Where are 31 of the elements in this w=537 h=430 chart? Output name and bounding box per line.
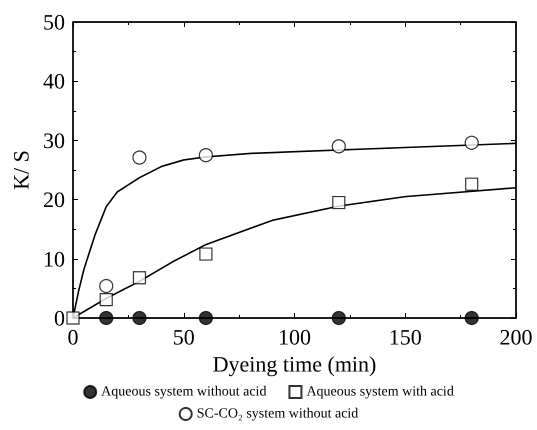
y-tick-label: 0	[54, 306, 65, 330]
legend-label: Aqueous system with acid	[306, 384, 454, 400]
point	[332, 196, 346, 210]
point	[332, 310, 346, 326]
y-tick-label: 40	[43, 68, 65, 94]
y-tick-label: 20	[43, 187, 65, 212]
point	[198, 148, 213, 162]
point	[198, 310, 213, 326]
point	[132, 271, 146, 284]
x-tick-label: 150	[388, 324, 422, 350]
legend-label: SC-CO₂ system without acid	[196, 406, 358, 422]
point	[100, 293, 113, 306]
point	[465, 178, 478, 191]
x-tick-label: 200	[500, 324, 532, 350]
y-tick-label: 30	[43, 128, 65, 153]
x-tick-label: 100	[278, 324, 311, 350]
point	[464, 136, 479, 150]
point	[99, 278, 114, 294]
point	[99, 310, 114, 326]
x-tick-label: 50	[172, 324, 195, 350]
point	[132, 150, 147, 165]
point	[199, 247, 212, 261]
y-axis-title: K/ S	[8, 150, 34, 190]
x-axis-title: Dyeing time (min)	[212, 351, 376, 376]
y-tick-label: 10	[43, 246, 65, 272]
legend-label: Aqueous system without acid	[101, 384, 266, 400]
point	[464, 310, 479, 326]
point	[332, 139, 346, 154]
y-tick-label: 50	[43, 10, 65, 34]
point	[66, 311, 80, 325]
point	[132, 310, 147, 326]
